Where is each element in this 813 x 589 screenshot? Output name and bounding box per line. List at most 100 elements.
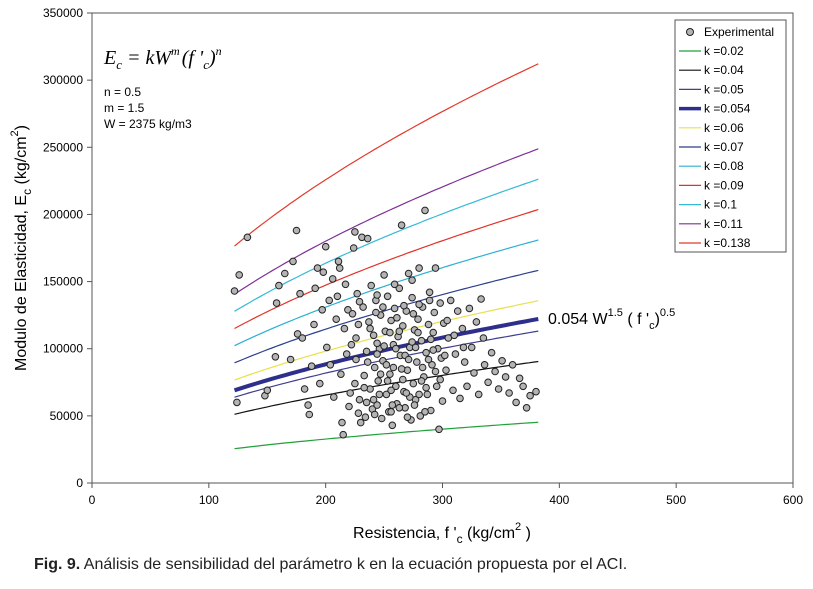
data-point [305,410,314,419]
data-point [456,394,464,403]
data-point [432,382,441,391]
y-tick-label: 300000 [43,73,83,87]
data-point [390,304,399,313]
curve-k-0_054 [233,317,539,393]
data-point [458,324,467,333]
data-point [404,269,413,278]
data-point [307,362,316,371]
data-point [408,293,416,302]
curve-k-0_08 [234,239,539,347]
legend-label-k-0_138: k =0.138 [704,236,751,250]
data-point [235,271,243,279]
data-point [347,340,356,349]
data-point [353,289,362,298]
data-point [402,389,411,397]
data-point [388,421,397,430]
data-point [370,363,379,372]
data-point [515,374,524,383]
y-tick-label: 0 [76,476,83,490]
data-point [436,375,445,384]
legend-label-k-0_08: k =0.08 [704,159,744,173]
data-point [370,410,379,419]
data-point [362,398,371,407]
data-point [351,228,359,236]
equation: Ec = kWm (f 'c)n [103,44,222,72]
x-tick-label: 200 [316,493,336,507]
data-point [330,393,338,401]
data-point [292,226,301,235]
data-point [491,367,499,376]
data-point [424,355,433,364]
data-point [263,386,272,395]
y-tick-label: 50000 [50,409,84,423]
curve-k-0_138 [234,63,539,247]
data-point [230,287,239,295]
data-point [410,401,419,409]
data-point [453,307,462,315]
data-point [477,295,485,303]
data-point [431,367,440,376]
data-point [479,334,488,342]
data-point [403,413,412,422]
data-point [392,344,400,353]
legend: Experimental k =0.02 k =0.04 k =0.05 k =0.0… [674,19,787,253]
data-point [480,361,489,369]
data-point [417,336,426,345]
data-point [421,206,429,215]
data-point [382,361,391,369]
data-point [313,264,322,272]
curve-k-0_07 [234,269,539,364]
data-point [421,408,429,416]
x-tick-label: 400 [549,493,569,507]
data-point [487,348,496,357]
data-point [415,264,423,272]
data-point [354,409,363,418]
legend-label-k-0_05: k =0.05 [704,82,744,96]
data-point [360,371,369,380]
data-point [286,355,295,364]
data-point [380,342,388,350]
legend-label-k-0_11: k =0.11 [704,217,743,231]
data-point [415,390,423,399]
data-point [443,316,452,325]
data-point [326,361,335,369]
y-tick-label: 350000 [43,6,83,20]
data-point [508,361,517,369]
data-point [342,350,351,358]
data-point [345,402,353,411]
data-point [465,304,474,313]
data-point [431,264,440,272]
data-point [325,296,334,305]
data-point [334,257,343,266]
data-point [355,297,364,306]
data-point [352,334,360,342]
data-point [467,343,476,352]
data-point [416,412,425,420]
data-point [304,401,312,409]
data-point [397,221,406,229]
legend-marker-experimental [686,28,694,36]
data-point [429,346,438,354]
data-point [316,379,324,388]
k054-annotation: 0.054 W1.5 ( f 'c)0.5 [548,307,675,332]
data-point [355,395,364,404]
legend-label-k-0_02: k =0.02 [704,44,744,58]
data-point [408,276,416,285]
data-point [451,350,460,358]
data-point [501,373,510,381]
data-point [310,320,318,329]
data-point [386,370,394,379]
data-point [429,328,438,337]
data-point [373,350,381,358]
y-axis: 0 50000 100000 150000 200000 250000 300000 3500… [43,6,92,490]
data-point [233,398,241,407]
data-point [449,386,457,395]
data-point [335,264,344,272]
legend-label-k-0_1: k =0.1 [704,198,737,212]
data-point [474,390,483,399]
data-point [243,233,252,242]
data-point [422,383,430,392]
data-point [360,383,369,392]
data-point [332,315,341,324]
data-point [389,363,398,372]
